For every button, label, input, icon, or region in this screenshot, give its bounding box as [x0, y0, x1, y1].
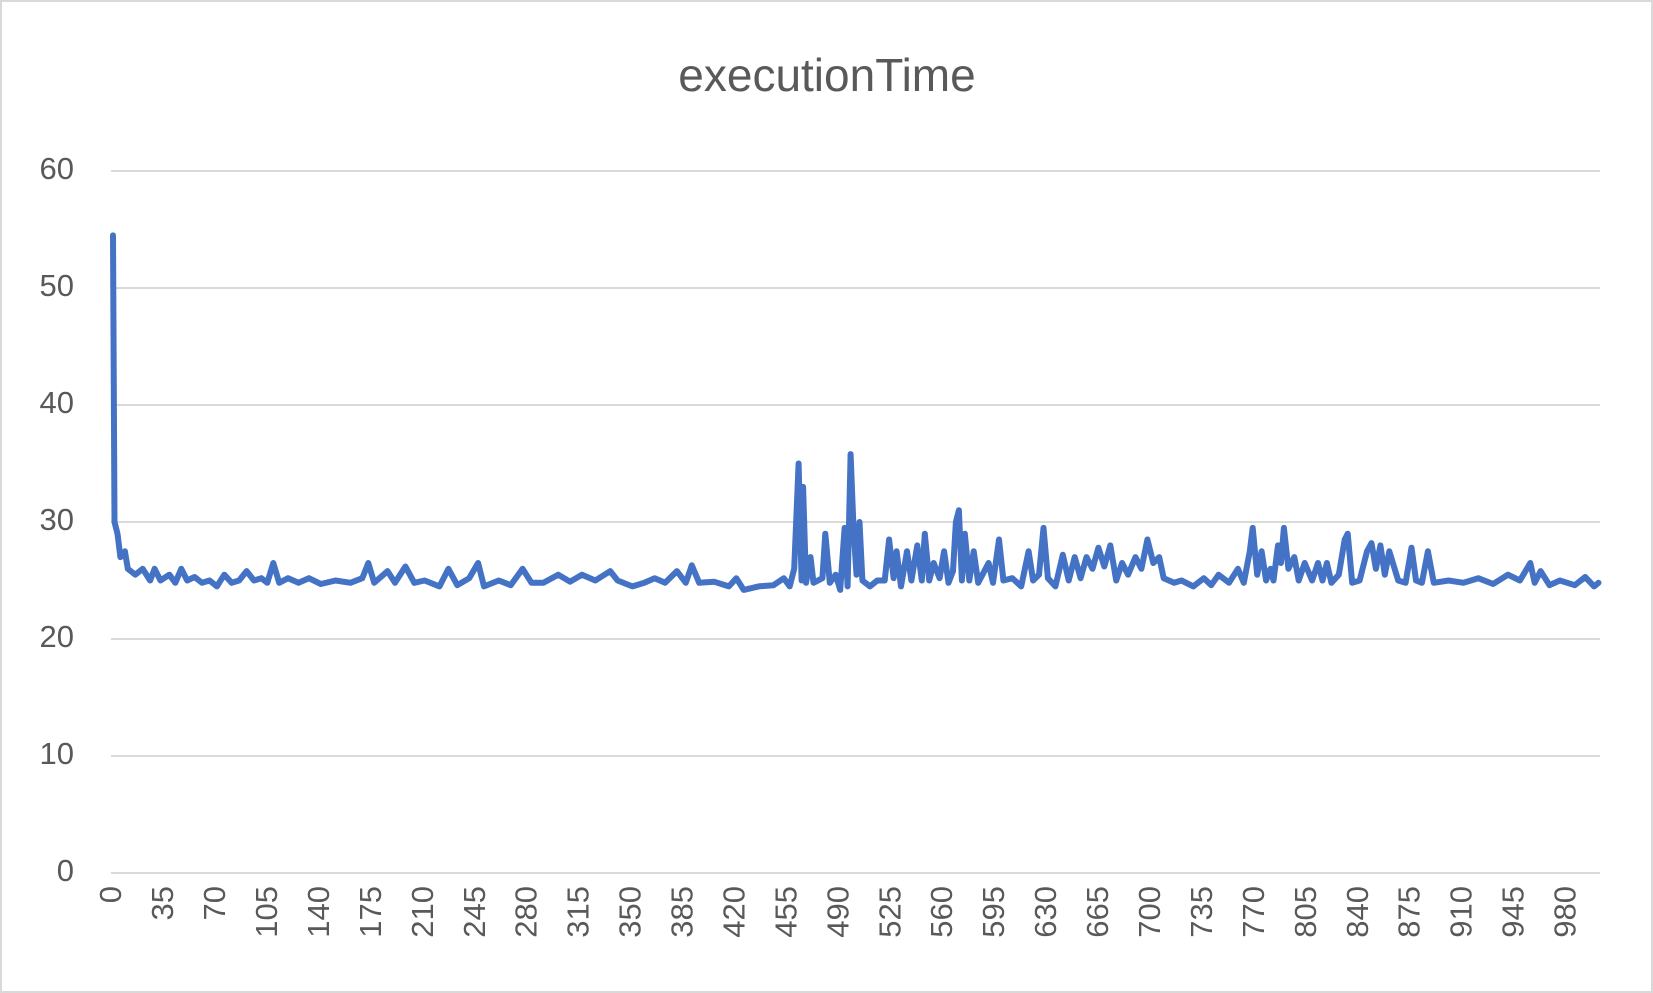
- x-tick-label: 140: [301, 886, 336, 938]
- y-tick-label: 10: [40, 736, 74, 771]
- data-line: [110, 232, 1602, 593]
- x-tick-label: 525: [872, 886, 907, 938]
- y-tick-label: 30: [40, 502, 74, 537]
- x-tick-label: 280: [509, 886, 544, 938]
- x-tick-label: 210: [405, 886, 440, 938]
- x-tick-label: 665: [1080, 886, 1115, 938]
- y-tick-label: 50: [40, 268, 74, 303]
- x-tick-label: 735: [1184, 886, 1219, 938]
- x-tick-label: 0: [93, 886, 128, 903]
- x-tick-label: 910: [1444, 886, 1479, 938]
- x-tick-label: 420: [716, 886, 751, 938]
- x-tick-label: 560: [924, 886, 959, 938]
- x-tick-label: 630: [1028, 886, 1063, 938]
- x-tick-label: 700: [1132, 886, 1167, 938]
- x-tick-label: 175: [353, 886, 388, 938]
- y-tick-label: 60: [40, 151, 74, 186]
- y-tick-label: 0: [57, 853, 74, 888]
- x-tick-label: 980: [1548, 886, 1583, 938]
- x-tick-label: 805: [1288, 886, 1323, 938]
- x-tick-label: 350: [613, 886, 648, 938]
- x-tick-label: 490: [820, 886, 855, 938]
- x-tick-label: 105: [249, 886, 284, 938]
- x-tick-label: 35: [145, 886, 180, 920]
- x-tick-label: 875: [1392, 886, 1427, 938]
- x-tick-label: 770: [1236, 886, 1271, 938]
- y-tick-label: 40: [40, 385, 74, 420]
- y-tick-label: 20: [40, 619, 74, 654]
- x-tick-label: 595: [976, 886, 1011, 938]
- chart-title: executionTime: [678, 49, 975, 101]
- x-tick-label: 455: [768, 886, 803, 938]
- x-tick-label: 385: [665, 886, 700, 938]
- x-tick-label: 245: [457, 886, 492, 938]
- x-tick-label: 315: [561, 886, 596, 938]
- x-tick-label: 840: [1340, 886, 1375, 938]
- x-tick-label: 70: [197, 886, 232, 920]
- x-tick-label: 945: [1496, 886, 1531, 938]
